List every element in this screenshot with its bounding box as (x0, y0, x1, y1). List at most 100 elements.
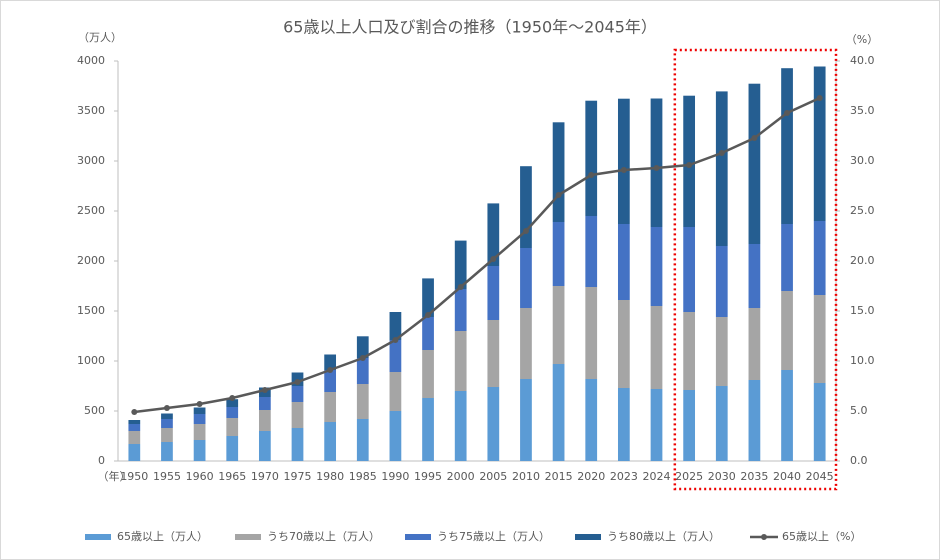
bar-segment (454, 391, 467, 461)
y2-tick-label: 40.0 (850, 54, 875, 67)
y-tick-label: 1000 (77, 354, 105, 367)
y-tick-label: 2000 (77, 254, 105, 267)
bar-segment (454, 331, 467, 391)
bar-segment (193, 440, 206, 461)
legend-swatch (575, 534, 601, 540)
bar-segment (389, 411, 402, 461)
bar-segment (291, 386, 304, 402)
bar-segment (781, 370, 793, 461)
x-tick-label: 1955 (153, 470, 181, 483)
bar-segment (161, 419, 173, 428)
bar-segment (226, 436, 239, 461)
bar-segment (520, 308, 532, 379)
bar-segment (520, 248, 532, 308)
y-axis-label: （万人） (78, 31, 122, 44)
bar-segment (715, 246, 728, 317)
x-tick-label: 2045 (806, 470, 834, 483)
y2-tick-label: 25.0 (850, 204, 875, 217)
y2-tick-label: 15.0 (850, 304, 875, 317)
x-tick-label: 1985 (349, 470, 377, 483)
line-marker (163, 405, 170, 411)
bar-segment (258, 410, 271, 431)
bar-segment (389, 312, 402, 340)
bar-segment (161, 442, 173, 461)
line-marker (327, 367, 334, 373)
x-tick-label: 1970 (251, 470, 279, 483)
x-tick-label: 1965 (218, 470, 246, 483)
legend-label: うち75歳以上（万人） (437, 530, 550, 543)
y2-tick-label: 30.0 (850, 154, 875, 167)
bar-segment (683, 227, 696, 312)
y2-tick-label: 10.0 (850, 354, 875, 367)
bar-segment (422, 317, 434, 350)
line-marker (816, 95, 823, 101)
line-marker (457, 284, 464, 290)
bar-segment (487, 203, 500, 266)
bar-segment (226, 418, 239, 436)
x-tick-label: 2005 (479, 470, 507, 483)
line-marker (784, 110, 791, 116)
legend-label: うち80歳以上（万人） (607, 530, 720, 543)
y-tick-label: 4000 (77, 54, 105, 67)
bar-segment (781, 291, 793, 370)
bar-segment (813, 221, 826, 295)
bar-segment (324, 392, 337, 422)
line-marker (359, 355, 366, 361)
legend-label: うち70歳以上（万人） (267, 530, 380, 543)
bar-segment (748, 380, 761, 461)
x-tick-label: 1975 (284, 470, 312, 483)
line (134, 96, 821, 414)
x-tick-label: 1950 (120, 470, 148, 483)
bar-segment (193, 407, 206, 414)
bar-segment (585, 379, 598, 461)
bar-segment (356, 336, 369, 358)
y2-tick-label: 35.0 (850, 104, 875, 117)
bar-segment (291, 428, 304, 461)
line-marker (620, 167, 627, 173)
bar-segment (617, 388, 630, 461)
bar-segment (585, 287, 598, 379)
line-marker (425, 312, 432, 318)
y2-tick-label: 0.0 (850, 454, 868, 467)
line-marker (686, 162, 693, 168)
x-tick-label: 1960 (186, 470, 214, 483)
bar-segment (161, 413, 173, 419)
legend-marker (761, 534, 767, 540)
line-marker (522, 228, 529, 234)
bar-segment (454, 289, 467, 331)
x-tick-label: 2015 (545, 470, 573, 483)
bar-segment (585, 216, 598, 287)
x-tick-label: 1980 (316, 470, 344, 483)
y-tick-label: 2500 (77, 204, 105, 217)
bar-segment (128, 420, 141, 424)
bar-segment (422, 350, 434, 398)
x-tick-label: 2025 (675, 470, 703, 483)
bar-segment (226, 407, 239, 418)
bar-segment (683, 390, 696, 461)
bar-segment (291, 402, 304, 428)
bar-segment (813, 383, 826, 461)
y2-tick-label: 5.0 (850, 404, 868, 417)
bar-segment (813, 66, 826, 221)
line-marker (718, 150, 725, 156)
bar-segment (193, 424, 206, 440)
line-marker (555, 192, 562, 198)
bar-segment (389, 340, 402, 372)
bar-segment (520, 166, 532, 248)
x-tick-label: 2040 (773, 470, 801, 483)
bar-segment (356, 358, 369, 384)
y-tick-label: 500 (84, 404, 105, 417)
bar-segment (617, 98, 630, 224)
chart-title: 65歳以上人口及び割合の推移（1950年～2045年） (283, 18, 657, 37)
bar-segment (422, 278, 434, 317)
line-marker (196, 401, 203, 407)
x-tick-label: 2024 (643, 470, 671, 483)
bar-segment (650, 227, 663, 306)
highlight-box (673, 48, 838, 491)
bar-segment (617, 300, 630, 388)
bar-segment (258, 397, 271, 410)
bar-segment (193, 414, 206, 424)
bar-segment (781, 68, 793, 224)
line-marker (294, 379, 301, 385)
